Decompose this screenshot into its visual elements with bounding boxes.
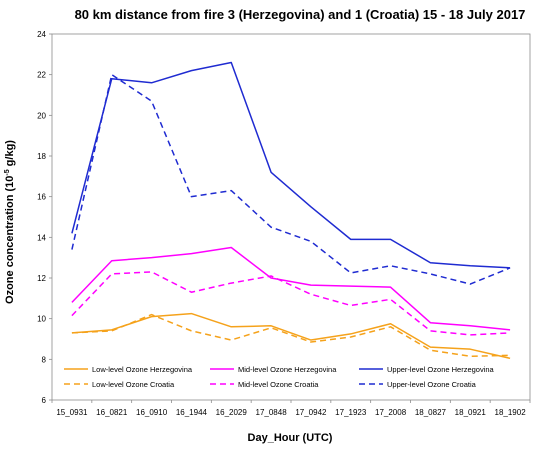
x-tick-label: 18_0921 bbox=[455, 408, 487, 417]
legend-label: Upper-level Ozone Herzegovina bbox=[387, 365, 495, 374]
x-tick-label: 16_0910 bbox=[136, 408, 168, 417]
legend: Low-level Ozone Herzegovina Mid-level Ozo… bbox=[64, 365, 495, 389]
x-tick-label: 16_1944 bbox=[176, 408, 208, 417]
legend-label: Mid-level Ozone Croatia bbox=[238, 380, 319, 389]
x-tick-label: 17_2008 bbox=[375, 408, 407, 417]
x-tick-label: 18_1902 bbox=[495, 408, 527, 417]
legend-label: Mid-level Ozone Herzegovina bbox=[238, 365, 337, 374]
series-line-upper-level-ozone-herzegovina bbox=[71, 61, 511, 269]
y-tick-label: 22 bbox=[37, 71, 46, 80]
series-line-low-level-ozone-herzegovina bbox=[71, 312, 511, 360]
x-tick-label: 17_0942 bbox=[295, 408, 327, 417]
y-axis-label-sup: -5 bbox=[4, 169, 11, 175]
series-line-mid-level-ozone-croatia bbox=[71, 271, 511, 336]
y-tick-label: 12 bbox=[37, 274, 46, 283]
y-tick-label: 6 bbox=[42, 396, 47, 405]
legend-label: Upper-level Ozone Croatia bbox=[387, 380, 477, 389]
y-axis-label-unit: g/kg) bbox=[4, 140, 16, 170]
x-axis: 15_0931 16_0821 16_0910 16_1944 16_2029 17_08… bbox=[51, 400, 531, 417]
series-line-upper-level-ozone-croatia bbox=[71, 73, 511, 285]
plot-area bbox=[51, 33, 531, 401]
y-tick-label: 10 bbox=[37, 315, 46, 324]
y-axis: 6 8 10 12 14 16 18 20 22 24 bbox=[37, 30, 52, 405]
series-line-mid-level-ozone-herzegovina bbox=[71, 246, 511, 331]
x-axis-label: Day_Hour (UTC) bbox=[248, 432, 333, 444]
y-axis-label-main: Ozone concentration (10 bbox=[4, 176, 16, 304]
x-tick-label: 16_2029 bbox=[216, 408, 248, 417]
y-tick-label: 18 bbox=[37, 152, 46, 161]
x-tick-label: 15_0931 bbox=[56, 408, 88, 417]
x-tick-label: 16_0821 bbox=[96, 408, 128, 417]
series-line-low-level-ozone-croatia bbox=[71, 313, 511, 358]
y-tick-label: 24 bbox=[37, 30, 46, 39]
y-tick-label: 8 bbox=[42, 355, 47, 364]
y-tick-label: 14 bbox=[37, 233, 46, 242]
series-lines bbox=[71, 61, 511, 360]
x-tick-label: 17_0848 bbox=[256, 408, 288, 417]
legend-label: Low-level Ozone Croatia bbox=[92, 380, 175, 389]
x-tick-label: 18_0827 bbox=[415, 408, 447, 417]
legend-label: Low-level Ozone Herzegovina bbox=[92, 365, 193, 374]
x-tick-label: 17_1923 bbox=[335, 408, 367, 417]
y-tick-label: 20 bbox=[37, 111, 46, 120]
chart-title: 80 km distance from fire 3 (Herzegovina)… bbox=[75, 7, 526, 22]
y-tick-label: 16 bbox=[37, 193, 46, 202]
y-axis-label: Ozone concentration (10-5 g/kg) bbox=[4, 140, 16, 304]
